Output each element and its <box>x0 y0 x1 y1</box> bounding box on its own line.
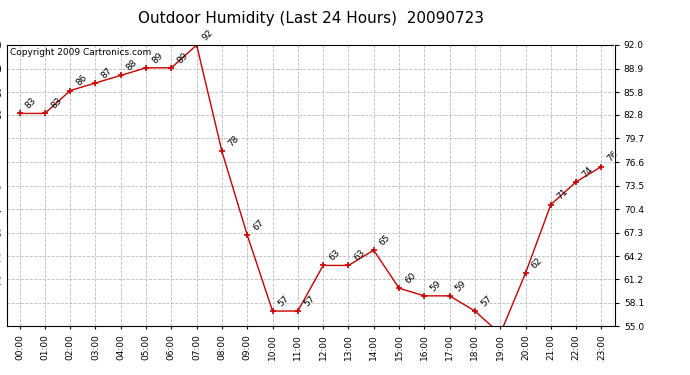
Text: 67: 67 <box>251 218 266 232</box>
Text: 65: 65 <box>378 233 393 248</box>
Text: 88: 88 <box>125 58 139 73</box>
Text: 57: 57 <box>277 294 291 308</box>
Text: 83: 83 <box>49 96 63 111</box>
Text: Copyright 2009 Cartronics.com: Copyright 2009 Cartronics.com <box>10 48 151 57</box>
Text: 59: 59 <box>428 279 443 293</box>
Text: 63: 63 <box>353 248 367 262</box>
Text: 78: 78 <box>226 134 241 148</box>
Text: 89: 89 <box>175 51 190 65</box>
Text: 63: 63 <box>327 248 342 262</box>
Text: 86: 86 <box>75 74 89 88</box>
Text: 60: 60 <box>403 271 417 285</box>
Text: Outdoor Humidity (Last 24 Hours)  20090723: Outdoor Humidity (Last 24 Hours) 2009072… <box>137 11 484 26</box>
Text: 71: 71 <box>555 188 569 202</box>
Text: 54: 54 <box>0 374 1 375</box>
Text: 62: 62 <box>530 256 544 270</box>
Text: 83: 83 <box>23 96 38 111</box>
Text: 57: 57 <box>479 294 493 308</box>
Text: 76: 76 <box>606 149 620 164</box>
Text: 74: 74 <box>580 165 595 179</box>
Text: 89: 89 <box>150 51 165 65</box>
Text: 59: 59 <box>454 279 469 293</box>
Text: 92: 92 <box>201 28 215 42</box>
Text: 57: 57 <box>302 294 317 308</box>
Text: 87: 87 <box>99 66 114 80</box>
